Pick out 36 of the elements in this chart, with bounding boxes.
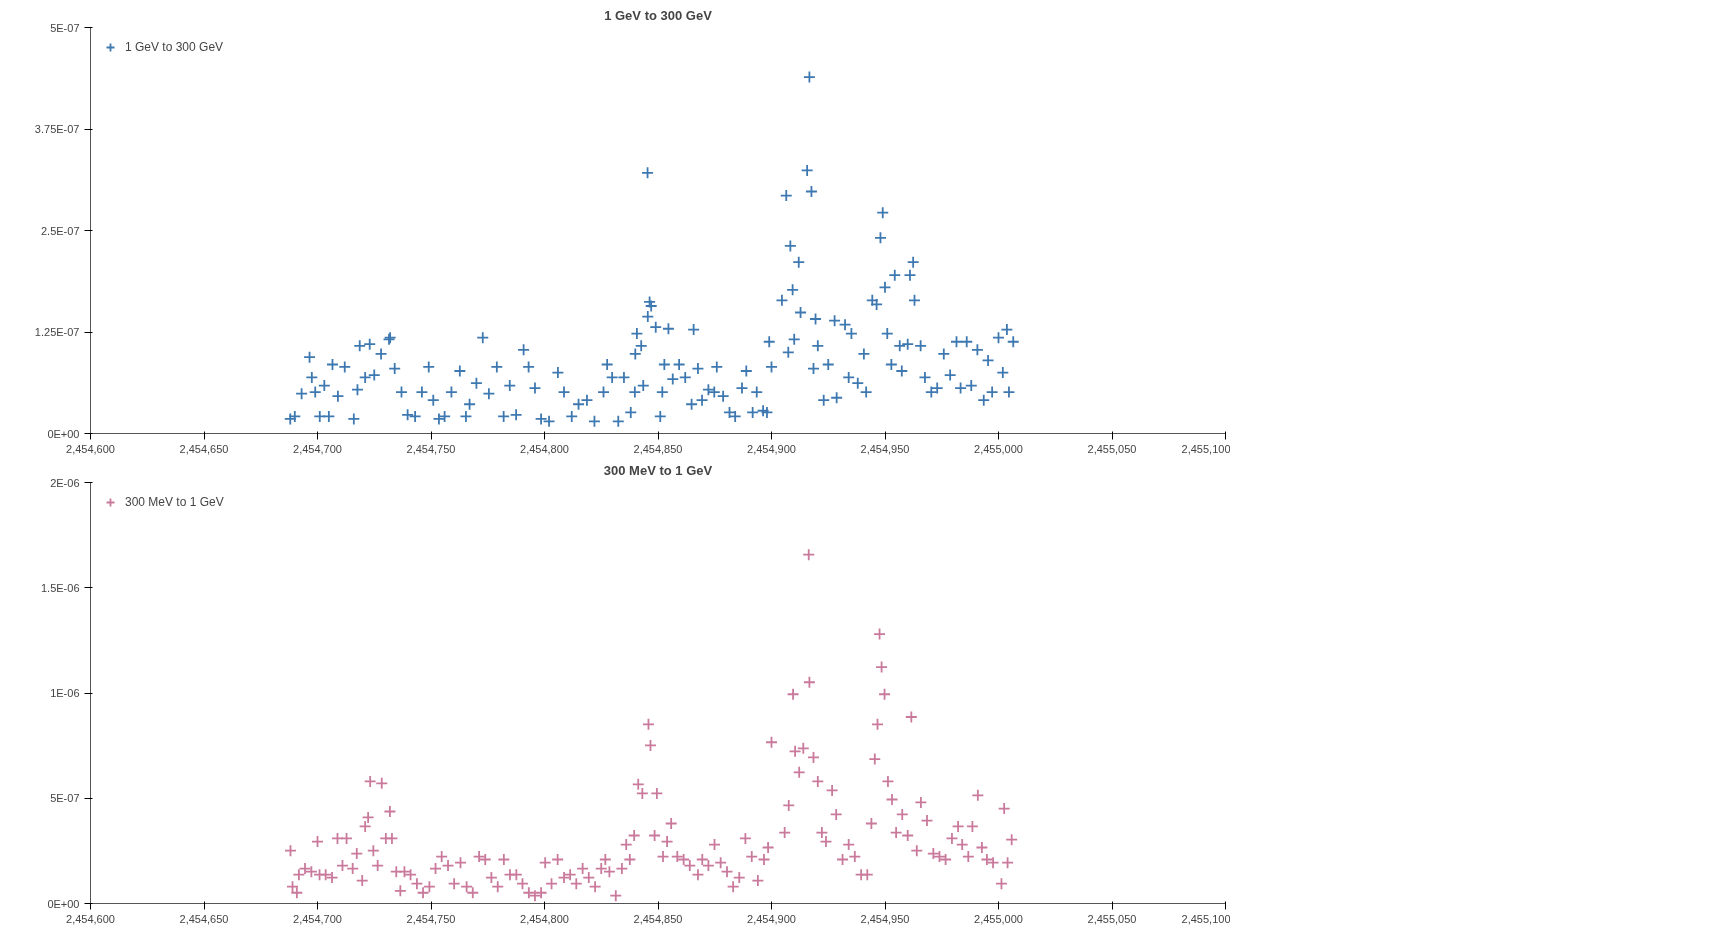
chart-title: 300 MeV to 1 GeV (603, 462, 713, 478)
x-tick-label: 2,455,100 (1181, 912, 1231, 925)
x-tick-label: 2,454,600 (66, 442, 115, 455)
x-tick-label: 2,454,750 (406, 912, 456, 925)
y-tick-label: 5E-07 (50, 792, 80, 805)
x-tick-label: 2,455,100 (1181, 442, 1231, 455)
y-tick-label: 0E+00 (47, 427, 80, 440)
y-tick-label: 2E-06 (50, 476, 80, 489)
y-tick-label: 1.5E-06 (40, 581, 80, 594)
x-tick-label: 2,454,850 (633, 442, 683, 455)
y-tick-label: 3.75E-07 (34, 123, 80, 135)
x-tick-label: 2,454,600 (66, 912, 115, 925)
x-tick-label: 2,454,800 (520, 442, 569, 455)
x-tick-label: 2,454,950 (860, 912, 910, 925)
chart-title: 1 GeV to 300 GeV (604, 7, 713, 23)
x-tick-label: 2,454,650 (179, 442, 229, 455)
x-tick-label: 2,454,850 (633, 912, 683, 925)
y-tick-label: 5E-07 (50, 21, 80, 34)
y-tick-label: 2.5E-07 (40, 224, 80, 237)
x-tick-label: 2,455,050 (1087, 442, 1137, 455)
y-tick-label: 1E-06 (50, 687, 80, 699)
y-tick-label: 1.25E-07 (34, 326, 80, 338)
x-tick-label: 2,454,800 (520, 912, 569, 925)
x-tick-label: 2,454,700 (293, 912, 342, 925)
y-tick-label: 0E+00 (47, 897, 80, 910)
x-tick-label: 2,455,050 (1087, 912, 1137, 925)
x-tick-label: 2,455,000 (974, 442, 1023, 455)
legend-label: 300 MeV to 1 GeV (125, 495, 224, 509)
x-tick-label: 2,454,900 (747, 912, 796, 925)
x-tick-label: 2,454,750 (406, 442, 456, 455)
x-tick-label: 2,454,700 (293, 442, 342, 455)
x-tick-label: 2,454,650 (179, 912, 229, 925)
legend-label: 1 GeV to 300 GeV (125, 40, 224, 54)
x-tick-label: 2,454,900 (747, 442, 796, 455)
x-tick-label: 2,455,000 (974, 912, 1023, 925)
x-tick-label: 2,454,950 (860, 442, 910, 455)
